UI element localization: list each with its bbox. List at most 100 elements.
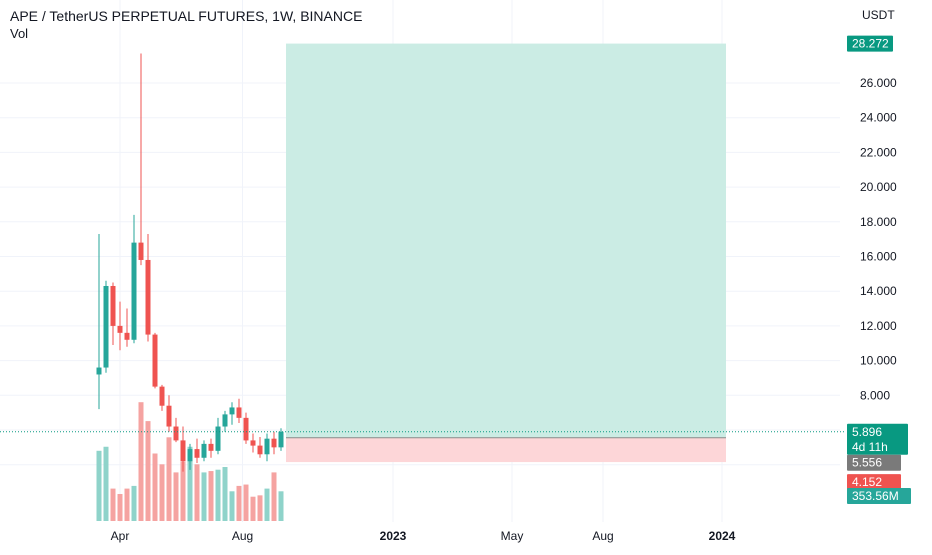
y-tick-label: 24.000 bbox=[860, 111, 897, 125]
target-price-tag: 28.272 bbox=[847, 35, 893, 52]
candle-body bbox=[243, 417, 249, 441]
candle bbox=[201, 440, 207, 462]
x-tick-label: 2024 bbox=[709, 529, 736, 543]
candle bbox=[96, 233, 102, 410]
volume-bar bbox=[201, 472, 207, 521]
candle bbox=[145, 233, 151, 342]
candle-body bbox=[124, 332, 130, 340]
volume-value-tag-text: 353.56M bbox=[852, 489, 899, 503]
position-zones bbox=[286, 43, 726, 463]
candle-body bbox=[208, 443, 214, 451]
candle bbox=[180, 426, 186, 472]
stop-zone bbox=[286, 437, 726, 463]
candle-body bbox=[180, 440, 186, 462]
y-tick-label: 14.000 bbox=[860, 284, 897, 298]
candle-body bbox=[96, 367, 102, 375]
x-tick-label: 2023 bbox=[380, 529, 407, 543]
volume-bar bbox=[110, 488, 116, 521]
volume-bar bbox=[229, 491, 235, 521]
volume-indicator-label[interactable]: Vol bbox=[10, 26, 29, 41]
volume-bar bbox=[215, 469, 221, 521]
y-tick-label: 10.000 bbox=[860, 354, 897, 368]
volume-bar bbox=[222, 467, 228, 521]
volume-bar bbox=[138, 402, 144, 521]
volume-value-tag: 353.56M bbox=[847, 488, 911, 504]
volume-bar bbox=[152, 453, 158, 521]
stop-price-tag: 4.152 bbox=[847, 474, 901, 491]
volume-bar bbox=[236, 485, 242, 521]
candle bbox=[159, 384, 165, 411]
x-tick-label: Aug bbox=[232, 529, 253, 543]
volume-value-tag-bg bbox=[847, 488, 911, 504]
x-tick-label: May bbox=[501, 529, 524, 543]
candle-body bbox=[166, 405, 172, 427]
candle bbox=[243, 412, 249, 444]
entry-price-tag-text: 5.556 bbox=[852, 456, 882, 470]
time-axis[interactable]: Apr Aug 2023 May Aug 2024 bbox=[111, 529, 736, 543]
y-tick-label: 16.000 bbox=[860, 250, 897, 264]
y-tick-label: 12.000 bbox=[860, 319, 897, 333]
target-price-tag-bg bbox=[847, 35, 893, 52]
candle bbox=[236, 398, 242, 424]
volume-bar bbox=[208, 471, 214, 521]
candle bbox=[110, 282, 116, 345]
volume-bar bbox=[250, 496, 256, 521]
candle bbox=[278, 428, 284, 451]
candle bbox=[173, 417, 179, 443]
candle bbox=[194, 438, 200, 463]
volume-bar bbox=[187, 446, 193, 521]
volume-bar bbox=[271, 472, 277, 521]
candle bbox=[152, 332, 158, 389]
candle-body bbox=[215, 426, 221, 451]
price-axis[interactable]: 8.000 10.000 12.000 14.000 16.000 18.000 20.00… bbox=[860, 76, 897, 402]
volume-bar bbox=[264, 488, 270, 521]
candle-body bbox=[117, 325, 123, 333]
candle bbox=[124, 308, 130, 347]
candle-body bbox=[159, 386, 165, 406]
volume-bar bbox=[159, 464, 165, 521]
candle bbox=[215, 417, 221, 455]
candle-body bbox=[131, 242, 137, 340]
x-tick-label: Aug bbox=[592, 529, 613, 543]
candle bbox=[131, 214, 137, 344]
candle-body bbox=[103, 285, 109, 368]
volume-bar bbox=[117, 494, 123, 521]
candle-body bbox=[152, 334, 158, 387]
candle-body bbox=[236, 407, 242, 418]
last-price-tag-bg bbox=[847, 423, 908, 455]
candle-body bbox=[173, 426, 179, 441]
entry-price-tag-bg bbox=[847, 454, 901, 471]
volume-bar bbox=[194, 464, 200, 521]
candle-body bbox=[145, 259, 151, 335]
candle-body bbox=[110, 285, 116, 326]
volume-bar bbox=[243, 484, 249, 521]
candle-body bbox=[222, 414, 228, 427]
target-zone bbox=[286, 43, 726, 438]
candle bbox=[222, 410, 228, 432]
x-tick-label: Apr bbox=[111, 529, 130, 543]
candle-body bbox=[201, 443, 207, 458]
candle bbox=[103, 280, 109, 373]
candle bbox=[117, 301, 123, 351]
candle bbox=[264, 433, 270, 462]
currency-label: USDT bbox=[862, 8, 895, 22]
candle-body bbox=[271, 438, 277, 448]
volume-bar bbox=[173, 472, 179, 521]
y-tick-label: 20.000 bbox=[860, 180, 897, 194]
candle bbox=[229, 402, 235, 425]
candle bbox=[250, 433, 256, 453]
volume-bar bbox=[278, 491, 284, 521]
candle-body bbox=[264, 438, 270, 455]
candle-body bbox=[138, 242, 144, 260]
candle bbox=[208, 438, 214, 458]
candle bbox=[271, 431, 277, 455]
candle bbox=[187, 443, 193, 470]
candle-body bbox=[194, 449, 200, 458]
volume-bar bbox=[145, 421, 151, 521]
stop-price-tag-text: 4.152 bbox=[852, 475, 882, 489]
y-tick-label: 8.000 bbox=[860, 388, 890, 402]
volume-bar bbox=[96, 450, 102, 521]
